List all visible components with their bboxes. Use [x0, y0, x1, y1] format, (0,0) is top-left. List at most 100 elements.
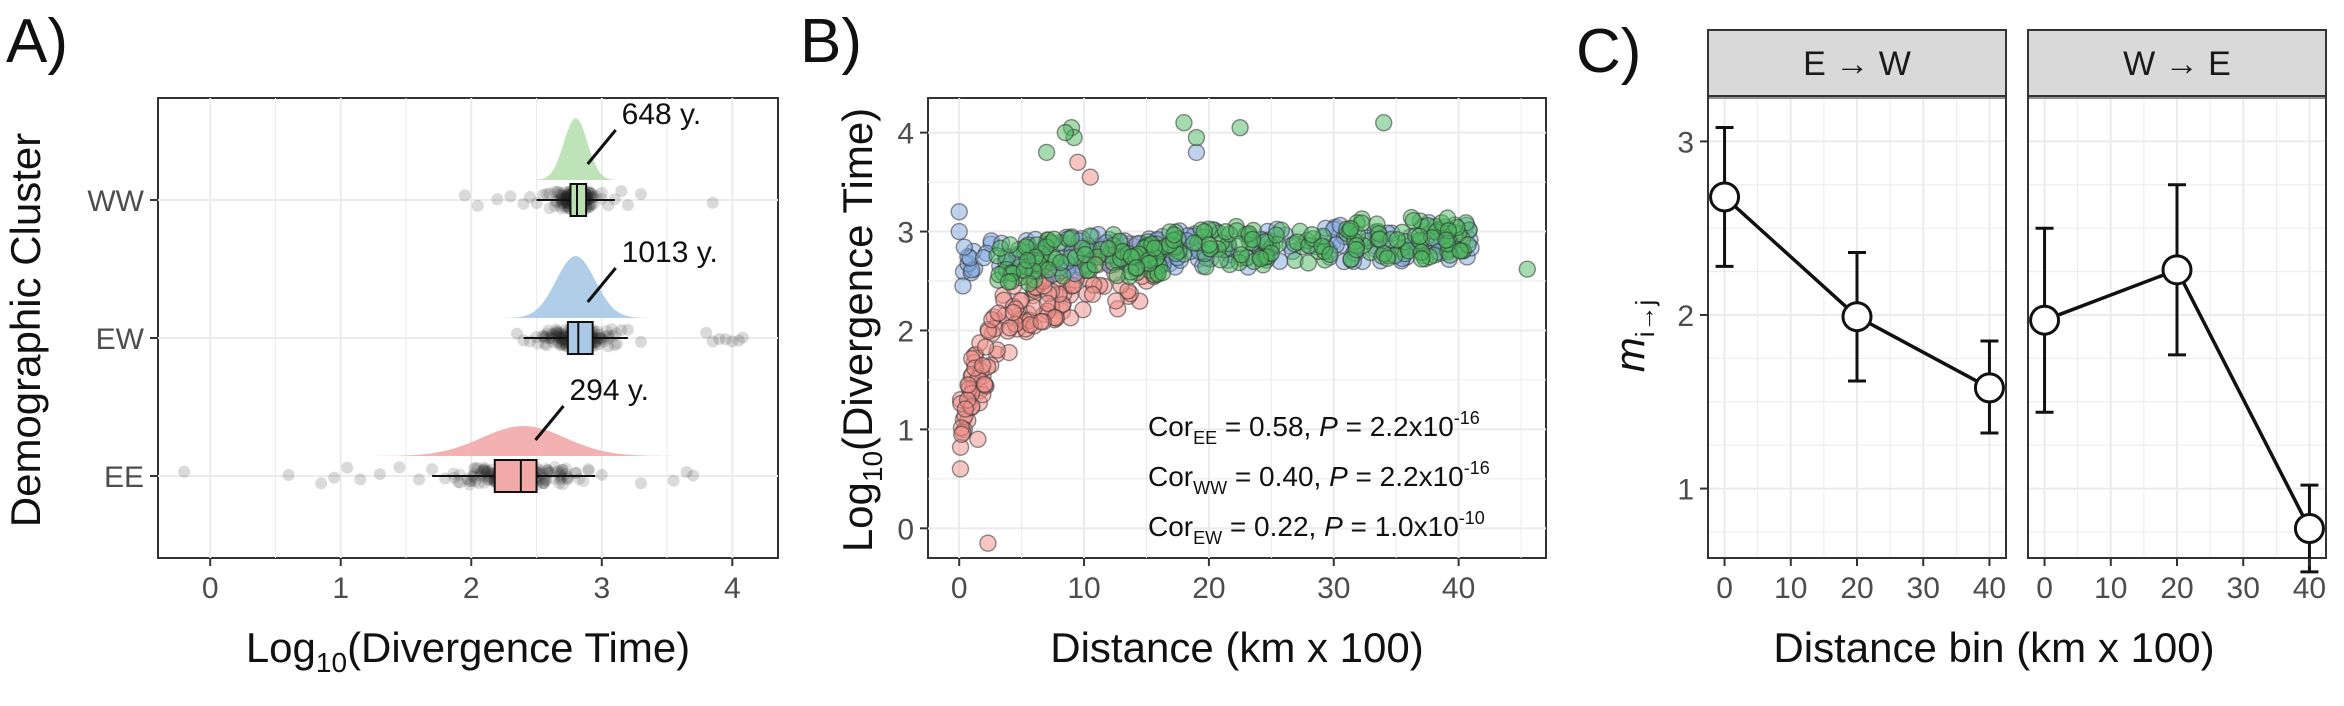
jitter-point: [510, 327, 523, 340]
jitter-point: [540, 187, 553, 200]
jitter-point: [557, 189, 570, 202]
jitter-point: [458, 189, 471, 202]
ew-point: [955, 238, 974, 256]
jitter-point: [552, 186, 565, 199]
jitter-point: [469, 475, 482, 488]
x-tick-label: 40: [1442, 572, 1475, 605]
panel-c-x-axis-title: Distance bin (km x 100): [1773, 624, 2214, 671]
x-tick-label: 0: [951, 572, 968, 605]
jitter-point: [540, 462, 553, 475]
y-tick-label: 4: [897, 118, 914, 151]
jitter-point: [557, 330, 570, 343]
ew-point: [954, 277, 972, 295]
ww-point: [1165, 226, 1183, 244]
box-ew: [566, 321, 594, 355]
jitter-point: [555, 202, 568, 215]
jitter-point: [555, 192, 568, 205]
jitter-point: [540, 339, 553, 352]
ww-point: [1388, 231, 1406, 249]
ww-point: [1267, 226, 1285, 244]
jitter-point: [554, 339, 567, 352]
panel-b-x-axis-title: Distance (km x 100): [1050, 624, 1423, 671]
cor-value: = 0.58,: [1217, 411, 1319, 442]
facet-w-to-e: W → E 0 10 20 30 40: [2027, 29, 2327, 605]
jitter-point: [469, 461, 482, 474]
facet-strip-label: W → E: [2123, 45, 2231, 83]
ww-point: [1370, 230, 1389, 248]
ww-point: [999, 273, 1018, 291]
jitter-point: [555, 189, 568, 202]
cor-p-label: P: [1324, 511, 1343, 542]
jitter-point: [550, 195, 563, 208]
ww-point: [1086, 255, 1104, 274]
annotation-leader: [586, 129, 617, 165]
jitter-point: [595, 333, 608, 346]
facet-e-to-w: E → W 0 10 20 30 40: [1707, 29, 2007, 605]
x-tick-label: 2: [463, 572, 480, 605]
jitter-point: [550, 323, 563, 336]
jitter-point: [541, 327, 554, 340]
ww-point: [1437, 231, 1455, 249]
jitter-point: [602, 199, 615, 212]
jitter-point: [555, 333, 568, 346]
ww-point: [1020, 275, 1038, 293]
jitter-point: [546, 327, 559, 340]
cor-name: Cor: [1148, 461, 1193, 492]
jitter-point: [553, 326, 566, 339]
ww-point: [1451, 242, 1469, 260]
jitter-point: [591, 325, 604, 338]
jitter-point: [584, 187, 597, 200]
jitter-point: [478, 476, 491, 489]
jitter-point: [471, 199, 484, 212]
ww-point: [1243, 230, 1262, 249]
ww-point: [1056, 123, 1075, 142]
correlation-ww: CorWW = 0.40, P = 2.2x10-16: [1148, 458, 1490, 498]
jitter-point: [476, 464, 489, 477]
jitter-point: [538, 337, 551, 350]
jitter-point: [472, 477, 485, 490]
ww-point: [1099, 239, 1117, 258]
ww-point: [1251, 250, 1270, 268]
jitter-point: [585, 187, 598, 200]
jitter-point: [556, 464, 569, 477]
ww-point: [1378, 249, 1397, 268]
jitter-point: [611, 337, 624, 350]
data-point: [1841, 301, 1873, 333]
ee-point: [1001, 319, 1019, 337]
jitter-point: [559, 192, 572, 205]
jitter-point: [719, 333, 732, 346]
panel-a-y-axis-title: Demographic Cluster: [2, 133, 49, 528]
jitter-point: [478, 463, 491, 476]
jitter-point: [504, 190, 517, 203]
ee-point: [979, 534, 997, 552]
panel-c-facets: E → W 0 10 20 30 40 W → E 0 10 20 30 40: [1707, 29, 2327, 605]
jitter-point: [537, 477, 550, 490]
jitter-point: [453, 468, 466, 481]
jitter-point: [595, 468, 608, 481]
annotation-leader: [534, 405, 565, 441]
jitter-point: [595, 192, 608, 205]
density-ee: [171, 426, 772, 456]
panel-b-y-ticks: 0 1 2 3 4: [897, 118, 928, 546]
jitter-point: [426, 463, 439, 476]
panel-c-y-ticks: 1 2 3: [1677, 126, 1708, 507]
cor-value: = 0.22,: [1222, 511, 1324, 542]
jitter-point: [467, 468, 480, 481]
jitter-point: [602, 340, 615, 353]
cor-p-value: = 2.2x10: [1338, 411, 1454, 442]
cor-p-label: P: [1329, 461, 1348, 492]
jitter-point: [465, 475, 478, 488]
ww-point: [1153, 263, 1172, 282]
jitter-point: [608, 338, 621, 351]
data-point: [2293, 512, 2325, 544]
ww-point: [1018, 251, 1037, 270]
jitter-point: [543, 187, 556, 200]
jitter-point: [732, 334, 745, 347]
ww-point: [1081, 227, 1099, 245]
annotation-label-ww: 648 y.: [622, 98, 702, 131]
cor-exp: -10: [1459, 508, 1485, 528]
box-ww: [569, 183, 588, 217]
jitter-point: [577, 475, 590, 488]
